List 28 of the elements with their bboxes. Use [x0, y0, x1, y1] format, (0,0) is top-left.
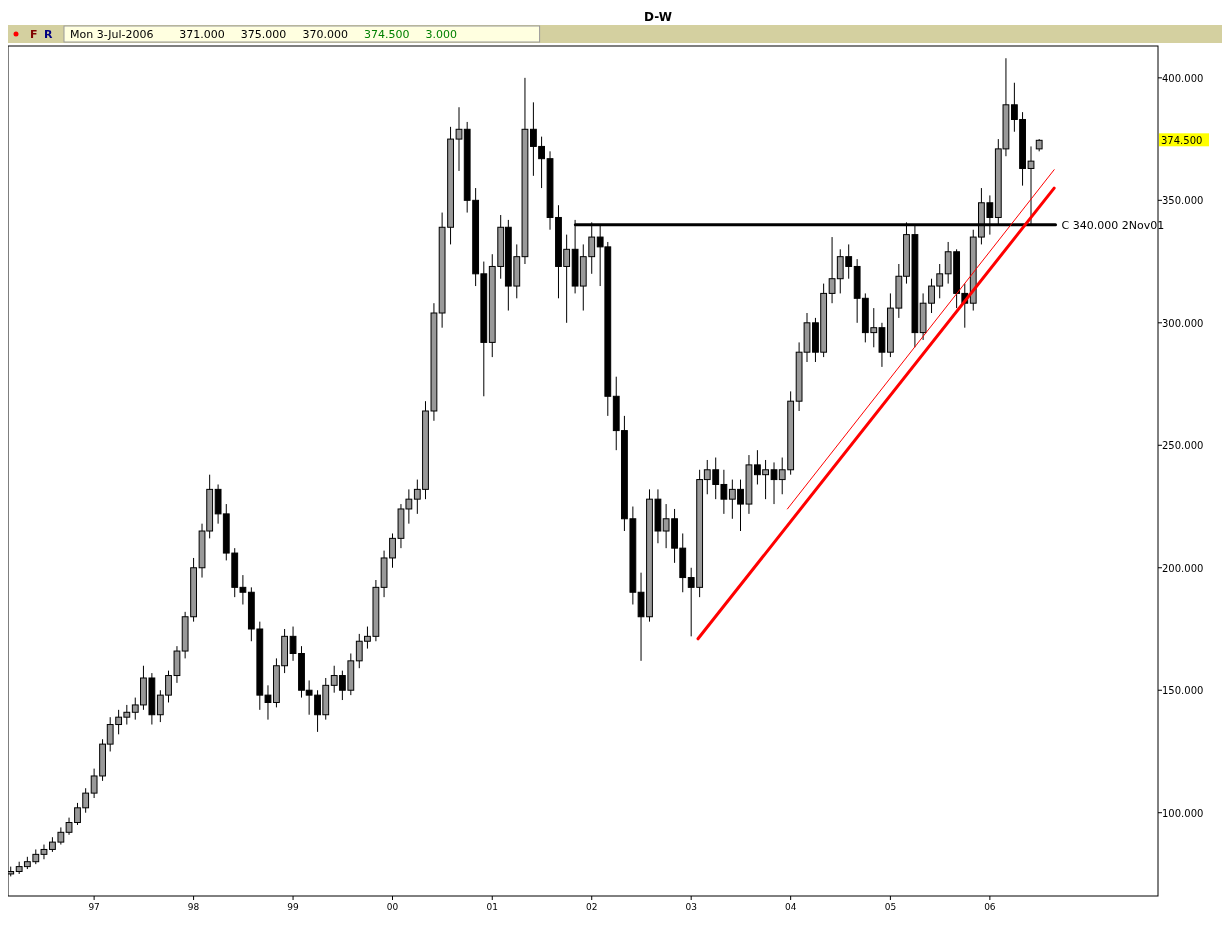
text: F [30, 28, 38, 41]
text: 374.500 [1161, 135, 1203, 147]
y-tick-label: 250.000 [1162, 440, 1204, 452]
text: 3.000 [425, 28, 458, 41]
y-tick-label: 400.000 [1162, 72, 1204, 84]
y-tick-label: 100.000 [1162, 807, 1204, 819]
x-tick-label: 04 [784, 902, 797, 912]
text: 371.000 [179, 28, 225, 41]
y-tick-label: 150.000 [1162, 685, 1204, 697]
text: R [44, 28, 53, 41]
x-tick-label: 02 [585, 902, 598, 912]
x-tick-label: 01 [486, 902, 498, 912]
x-tick-label: 06 [984, 902, 996, 912]
x-tick-label: 03 [685, 902, 697, 912]
text: 370.000 [302, 28, 348, 41]
y-tick-label: 350.000 [1162, 195, 1204, 207]
x-tick-label: 99 [287, 902, 300, 912]
text: 375.000 [240, 28, 287, 41]
chart-title: D-W [644, 10, 672, 24]
text: 374.500 [364, 28, 410, 41]
y-tick-label: 300.000 [1162, 317, 1204, 329]
series-label: C 340.000 2Nov01 [1061, 218, 1165, 232]
y-tick-label: 200.000 [1162, 562, 1204, 574]
x-tick-label: 05 [884, 902, 897, 912]
x-tick-label: 97 [88, 902, 100, 912]
x-tick-label: 98 [187, 902, 200, 912]
text: Mon 3-Jul-2006 [70, 28, 154, 41]
x-tick-label: 00 [386, 902, 399, 912]
